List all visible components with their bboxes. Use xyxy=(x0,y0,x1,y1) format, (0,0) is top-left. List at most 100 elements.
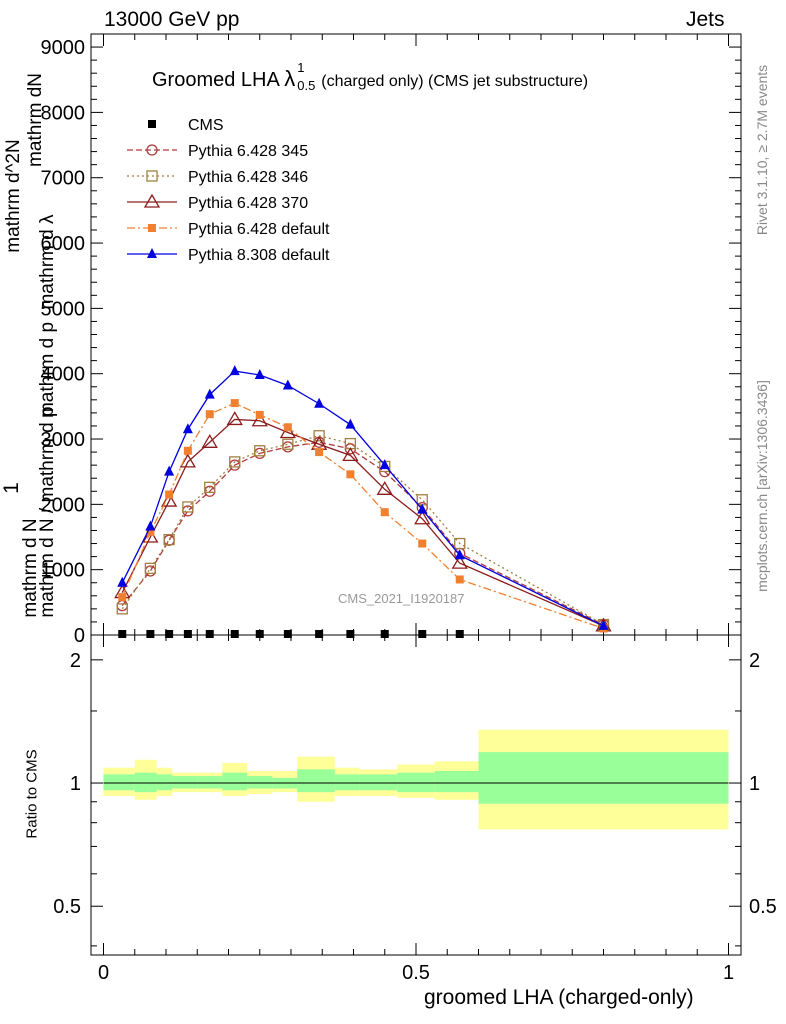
data-point xyxy=(144,562,157,575)
ratio-y-label: Ratio to CMS xyxy=(23,749,41,839)
series-line xyxy=(121,402,604,630)
data-point xyxy=(315,448,324,457)
data-point xyxy=(342,447,359,462)
y-label-line: mathrm d N / mathrm d p xyxy=(37,406,58,618)
cms-data-point xyxy=(205,630,214,638)
ratio-band-green xyxy=(359,774,398,791)
data-point xyxy=(346,470,355,479)
legend-label: Pythia 6.428 345 xyxy=(188,143,308,160)
cms-data-point xyxy=(315,630,324,638)
data-point xyxy=(118,593,127,602)
data-point xyxy=(182,423,193,434)
y-tick-label: 0 xyxy=(74,625,85,647)
legend-marker xyxy=(148,120,156,128)
data-point xyxy=(255,410,264,419)
legend-marker xyxy=(148,224,156,232)
data-point xyxy=(229,456,241,468)
header-right: Jets xyxy=(686,8,725,31)
x-tick-label: 0.5 xyxy=(402,962,430,984)
ratio-tick-label-right: 0.5 xyxy=(749,896,777,918)
series-5 xyxy=(117,365,609,630)
legend-label: Pythia 6.428 370 xyxy=(188,195,308,212)
data-point xyxy=(229,365,240,376)
data-point xyxy=(314,397,325,408)
ratio-band-green xyxy=(247,776,273,789)
data-point xyxy=(146,527,155,536)
data-point xyxy=(226,411,243,426)
cms-data-point xyxy=(230,630,239,638)
legend-marker xyxy=(146,170,158,182)
legend-label: Pythia 6.428 default xyxy=(188,221,330,238)
y-label-line: mathrm d λ xyxy=(37,214,58,310)
ratio-band-green xyxy=(222,772,248,791)
ratio-tick-label: 1 xyxy=(70,773,81,795)
data-point xyxy=(165,490,174,499)
legend-marker xyxy=(147,248,157,258)
y-label-line: mathrm d^2N xyxy=(3,139,24,253)
ratio-band-green xyxy=(478,752,729,804)
title-rest: (charged only) (CMS jet substructure) xyxy=(321,73,589,90)
y-label-one: 1 xyxy=(0,482,23,494)
y-tick-label: 6000 xyxy=(41,233,86,255)
x-tick-label: 0 xyxy=(98,962,109,984)
legend-label: CMS xyxy=(188,117,224,134)
data-point xyxy=(283,423,292,432)
cms-data-point xyxy=(183,630,192,638)
x-tick-label: 1 xyxy=(723,962,734,984)
cms-data-point xyxy=(146,630,155,638)
data-point xyxy=(345,418,356,429)
series-line xyxy=(121,441,604,626)
data-point xyxy=(179,453,197,468)
legend-label: Pythia 8.308 default xyxy=(188,247,330,264)
data-point xyxy=(451,554,468,569)
y-tick-label: 8000 xyxy=(41,102,86,124)
cms-data-point xyxy=(118,630,127,638)
y-tick-label: 5000 xyxy=(41,298,86,320)
data-point xyxy=(454,537,466,550)
cms-data-point xyxy=(455,630,464,638)
chart-title: Groomed LHA λ 1 0.5 (charged only) (CMS jet… xyxy=(152,60,589,93)
ratio-band-green xyxy=(334,774,360,791)
data-point xyxy=(163,533,175,546)
series-line xyxy=(121,435,604,626)
rivet-label: Rivet 3.1.10, ≥ 2.7M events xyxy=(754,64,770,236)
data-point xyxy=(598,619,609,630)
data-point xyxy=(205,410,214,419)
legend: CMS Pythia 6.428 345 Pythia 6.428 346 Pythi… xyxy=(127,117,330,264)
main-panel: 0 1000 2000 3000 4000 5000 6000 7000 8000 9000 CMS… xyxy=(41,33,742,647)
data-point xyxy=(163,534,175,546)
header-left: 13000 GeV pp xyxy=(104,8,240,31)
data-point xyxy=(254,369,265,380)
data-point xyxy=(376,481,393,495)
watermark: CMS_2021_I1920187 xyxy=(338,591,465,606)
ratio-tick-label-right: 1 xyxy=(749,773,760,795)
cms-data-point xyxy=(165,630,174,638)
data-point xyxy=(160,492,178,507)
y-tick-label: 2000 xyxy=(41,494,86,516)
data-point xyxy=(282,438,294,450)
data-point xyxy=(116,603,128,615)
legend-marker xyxy=(143,193,161,208)
cms-data-point xyxy=(418,630,427,638)
ratio-band-green xyxy=(434,771,479,793)
data-point xyxy=(313,430,325,442)
cms-data-point xyxy=(380,630,389,638)
data-point xyxy=(417,503,428,514)
ratio-band-green xyxy=(134,772,157,793)
data-point xyxy=(145,520,156,531)
legend-label: Pythia 6.428 346 xyxy=(188,169,308,186)
ratio-band-green xyxy=(103,774,135,791)
y-tick-label: 4000 xyxy=(41,364,86,386)
data-point xyxy=(117,576,128,587)
ratio-band-green xyxy=(397,772,435,793)
data-point xyxy=(418,539,427,548)
data-point xyxy=(279,424,297,439)
ratio-panel: 0 0.5 1 0.5 0.5 1 1 2 2 xyxy=(53,634,777,984)
ratio-band-green xyxy=(197,776,223,789)
data-point xyxy=(204,388,215,399)
data-point xyxy=(251,412,268,427)
title-lambda: λ xyxy=(284,66,296,91)
ratio-tick-label-right: 2 xyxy=(749,650,760,672)
y-tick-label: 1000 xyxy=(41,560,86,582)
